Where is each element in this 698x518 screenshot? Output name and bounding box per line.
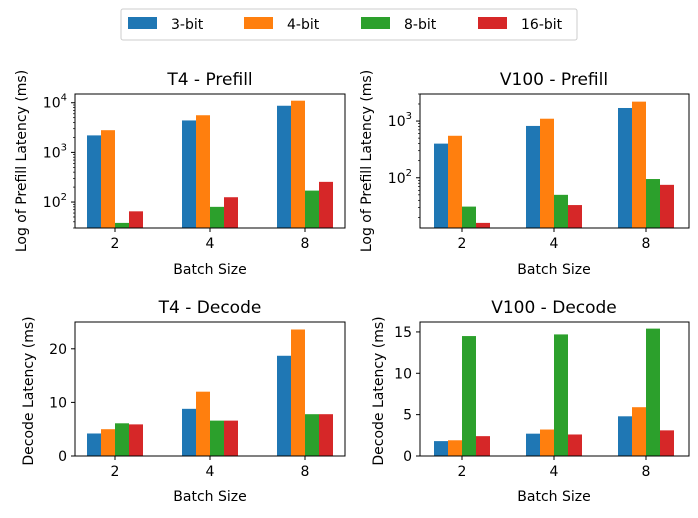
t4-decode-chart: T4 - Decode Batch Size Decode Latency (m… <box>21 298 346 505</box>
bar-3-bit-batch-4 <box>182 408 196 456</box>
bar-16-bit-batch-8 <box>660 430 674 456</box>
bar-8-bit-batch-8 <box>646 328 660 456</box>
bar-4-bit-batch-8 <box>291 100 305 228</box>
legend-label-3bit: 3-bit <box>171 17 204 33</box>
bar-16-bit-batch-2 <box>476 436 490 456</box>
bar-16-bit-batch-8 <box>660 184 674 228</box>
bar-3-bit-batch-4 <box>526 125 540 228</box>
legend-label-8bit: 8-bit <box>404 17 437 33</box>
bar-8-bit-batch-8 <box>646 179 660 228</box>
x-tick-label: 8 <box>301 236 310 252</box>
x-tick-label: 4 <box>550 236 559 252</box>
bar-3-bit-batch-2 <box>434 441 448 456</box>
bar-4-bit-batch-8 <box>291 329 305 456</box>
x-tick-label: 8 <box>642 464 651 480</box>
t4-prefill-chart: T4 - Prefill Batch Size Log of Prefill L… <box>14 70 346 278</box>
bar-4-bit-batch-4 <box>196 115 210 228</box>
x-axis-label: Batch Size <box>173 262 246 278</box>
chart-title: V100 - Decode <box>491 298 617 318</box>
v100-decode-chart: V100 - Decode Batch Size Decode Latency … <box>371 298 690 505</box>
y-axis-label: Log of Prefill Latency (ms) <box>14 70 30 252</box>
y-axis-label: Decode Latency (ms) <box>21 316 37 465</box>
bar-4-bit-batch-2 <box>448 135 462 228</box>
y-tick-label: 10 <box>49 395 67 411</box>
x-axis-label: Batch Size <box>517 489 590 505</box>
bar-16-bit-batch-2 <box>476 222 490 228</box>
bar-4-bit-batch-2 <box>101 130 115 228</box>
bar-8-bit-batch-2 <box>115 222 129 228</box>
bar-8-bit-batch-8 <box>305 190 319 228</box>
x-tick-label: 4 <box>206 464 215 480</box>
bar-8-bit-batch-2 <box>115 423 129 456</box>
bar-4-bit-batch-8 <box>632 407 646 456</box>
bar-8-bit-batch-4 <box>210 206 224 228</box>
y-axis-label: Decode Latency (ms) <box>371 316 387 465</box>
x-tick-label: 4 <box>206 236 215 252</box>
bar-16-bit-batch-2 <box>129 424 143 456</box>
bar-16-bit-batch-8 <box>319 181 333 228</box>
legend: 3-bit 4-bit 8-bit 16-bit <box>120 8 578 41</box>
bar-4-bit-batch-4 <box>540 429 554 456</box>
x-tick-label: 8 <box>301 464 310 480</box>
bar-3-bit-batch-2 <box>87 433 101 456</box>
bar-16-bit-batch-4 <box>568 205 582 228</box>
bar-4-bit-batch-2 <box>101 429 115 456</box>
bar-16-bit-batch-4 <box>224 420 238 456</box>
y-tick-label: 102 <box>43 192 67 211</box>
chart-title: V100 - Prefill <box>500 70 608 90</box>
bar-8-bit-batch-4 <box>210 420 224 456</box>
legend-swatch-16bit <box>478 17 507 29</box>
bar-3-bit-batch-8 <box>277 105 291 228</box>
x-axis-label: Batch Size <box>517 262 590 278</box>
bar-3-bit-batch-2 <box>434 143 448 228</box>
x-tick-label: 2 <box>458 236 467 252</box>
bar-8-bit-batch-4 <box>554 334 568 456</box>
bar-16-bit-batch-4 <box>568 434 582 456</box>
bar-4-bit-batch-2 <box>448 440 462 456</box>
y-tick-label: 103 <box>388 111 412 130</box>
y-tick-label: 10 <box>394 366 412 382</box>
bar-8-bit-batch-2 <box>462 336 476 456</box>
y-tick-label: 0 <box>403 449 412 465</box>
bar-8-bit-batch-4 <box>554 194 568 228</box>
legend-label-16bit: 16-bit <box>521 17 563 33</box>
bar-3-bit-batch-4 <box>182 120 196 228</box>
y-tick-label: 20 <box>49 342 67 358</box>
legend-swatch-3bit <box>128 17 157 29</box>
bar-4-bit-batch-8 <box>632 101 646 228</box>
bar-4-bit-batch-4 <box>196 391 210 456</box>
bar-16-bit-batch-2 <box>129 211 143 228</box>
y-tick-label: 103 <box>43 142 67 161</box>
y-tick-label: 104 <box>43 93 67 112</box>
x-tick-label: 2 <box>111 464 120 480</box>
x-axis-label: Batch Size <box>173 489 246 505</box>
y-tick-label: 15 <box>394 325 412 341</box>
chart-title: T4 - Decode <box>158 298 262 318</box>
bar-16-bit-batch-4 <box>224 197 238 228</box>
bar-3-bit-batch-8 <box>618 416 632 456</box>
legend-label-4bit: 4-bit <box>287 17 320 33</box>
y-axis-label: Log of Prefill Latency (ms) <box>359 70 375 252</box>
y-tick-label: 102 <box>388 168 412 187</box>
legend-frame <box>120 8 578 41</box>
bar-3-bit-batch-2 <box>87 135 101 228</box>
bar-16-bit-batch-8 <box>319 414 333 456</box>
bar-3-bit-batch-8 <box>277 355 291 456</box>
bar-3-bit-batch-4 <box>526 433 540 456</box>
bar-8-bit-batch-8 <box>305 414 319 456</box>
bar-3-bit-batch-8 <box>618 107 632 228</box>
legend-swatch-4bit <box>244 17 273 29</box>
x-tick-label: 8 <box>642 236 651 252</box>
legend-swatch-8bit <box>361 17 390 29</box>
chart-title: T4 - Prefill <box>166 70 252 90</box>
x-tick-label: 2 <box>111 236 120 252</box>
y-tick-label: 0 <box>58 449 67 465</box>
y-tick-label: 5 <box>403 408 412 424</box>
v100-prefill-chart: V100 - Prefill Batch Size Log of Prefill… <box>359 70 690 278</box>
x-tick-label: 2 <box>458 464 467 480</box>
x-tick-label: 4 <box>550 464 559 480</box>
bar-4-bit-batch-4 <box>540 118 554 228</box>
bar-8-bit-batch-2 <box>462 206 476 228</box>
